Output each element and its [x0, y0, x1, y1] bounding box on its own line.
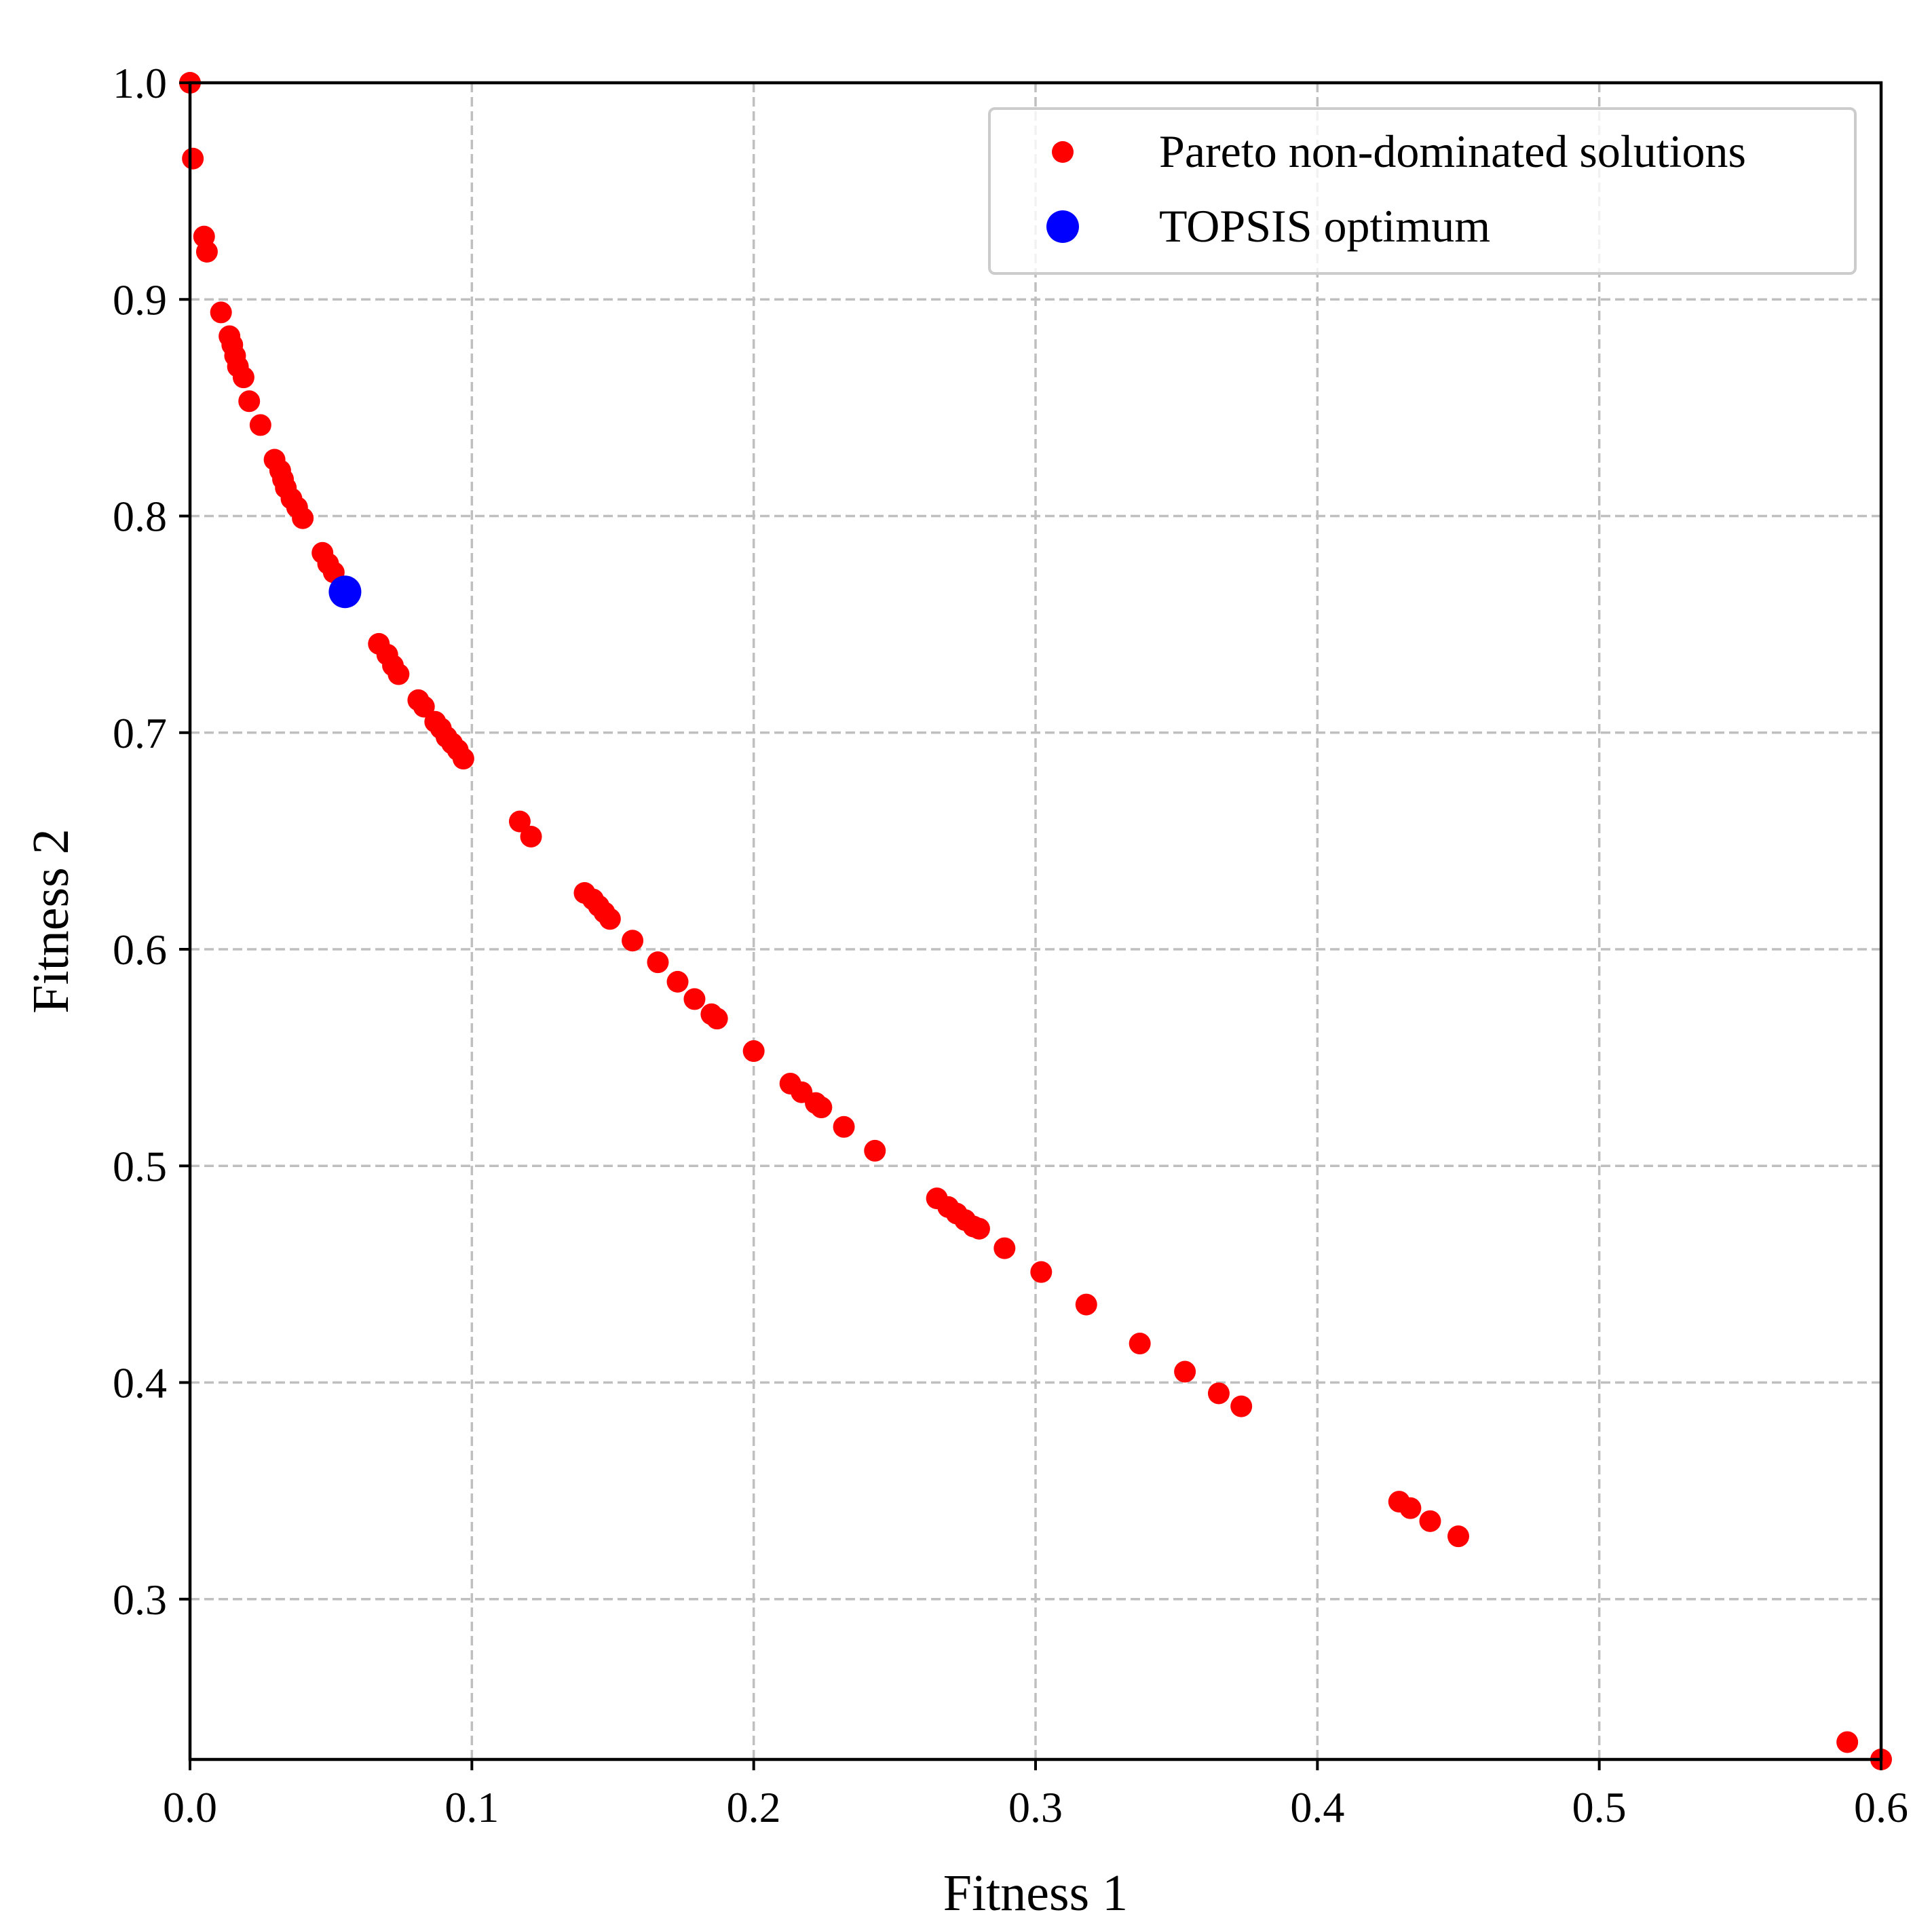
pareto-point [452, 748, 474, 770]
x-tick-label: 0.6 [1854, 1783, 1908, 1831]
pareto-point [1230, 1395, 1253, 1417]
topsis-optimum-point [328, 575, 362, 609]
x-tick-label: 0.1 [444, 1783, 499, 1831]
pareto-point [195, 241, 218, 263]
pareto-point [833, 1116, 855, 1138]
pareto-point [622, 930, 644, 952]
grid-lines [190, 83, 1881, 1759]
y-tick-label: 0.8 [113, 493, 167, 541]
y-axis-label: Fitness 2 [22, 828, 79, 1013]
pareto-point [599, 908, 621, 930]
pareto-point [742, 1040, 765, 1063]
pareto-point [1075, 1293, 1097, 1316]
pareto-point [210, 301, 232, 324]
pareto-point [666, 970, 689, 993]
pareto-point [232, 366, 254, 389]
x-tick-label: 0.2 [727, 1783, 781, 1831]
data-points [179, 72, 1892, 1770]
pareto-point [1030, 1261, 1053, 1283]
legend-marker-topsis [1046, 210, 1079, 243]
pareto-point [182, 147, 204, 170]
legend: Pareto non-dominated solutions TOPSIS op… [988, 107, 1857, 275]
pareto-point [1419, 1510, 1441, 1532]
y-tick-label: 0.9 [113, 275, 167, 324]
pareto-point [520, 825, 542, 847]
x-tick-label: 0.5 [1572, 1783, 1627, 1831]
pareto-point [387, 663, 410, 685]
pareto-point [683, 988, 706, 1010]
legend-box [988, 107, 1857, 275]
pareto-point [1399, 1497, 1422, 1519]
legend-label-topsis: TOPSIS optimum [1159, 200, 1490, 252]
axis-ticks [179, 81, 1882, 1770]
pareto-point [1836, 1731, 1859, 1753]
y-tick-label: 0.4 [113, 1359, 167, 1407]
y-tick-label: 1.0 [113, 59, 167, 107]
pareto-point [508, 810, 531, 833]
x-axis-label: Fitness 1 [943, 1865, 1128, 1922]
y-tick-labels: 0.3 0.4 0.5 0.6 0.7 0.8 0.9 1.0 [113, 59, 167, 1624]
pareto-point [968, 1217, 990, 1240]
y-tick-label: 0.5 [113, 1142, 167, 1190]
pareto-point [413, 695, 435, 718]
y-tick-label: 0.7 [113, 709, 167, 757]
y-tick-label: 0.6 [113, 926, 167, 974]
y-tick-label: 0.3 [113, 1576, 167, 1624]
x-tick-label: 0.0 [163, 1783, 217, 1831]
pareto-point [993, 1237, 1016, 1259]
pareto-point [292, 507, 314, 529]
pareto-point [647, 951, 669, 974]
x-tick-label: 0.4 [1290, 1783, 1344, 1831]
pareto-point [1207, 1382, 1230, 1405]
x-tick-label: 0.3 [1008, 1783, 1063, 1831]
legend-label-pareto: Pareto non-dominated solutions [1159, 126, 1746, 177]
pareto-point [1174, 1360, 1196, 1383]
pareto-point [1447, 1525, 1469, 1548]
x-tick-labels: 0.0 0.1 0.2 0.3 0.4 0.5 0.6 [163, 1783, 1908, 1831]
pareto-point [810, 1097, 833, 1119]
pareto-point [1129, 1333, 1151, 1355]
pareto-point [706, 1008, 728, 1030]
legend-marker-pareto [1052, 141, 1074, 163]
pareto-point [864, 1139, 886, 1162]
pareto-point [249, 414, 271, 436]
pareto-point [238, 390, 261, 413]
